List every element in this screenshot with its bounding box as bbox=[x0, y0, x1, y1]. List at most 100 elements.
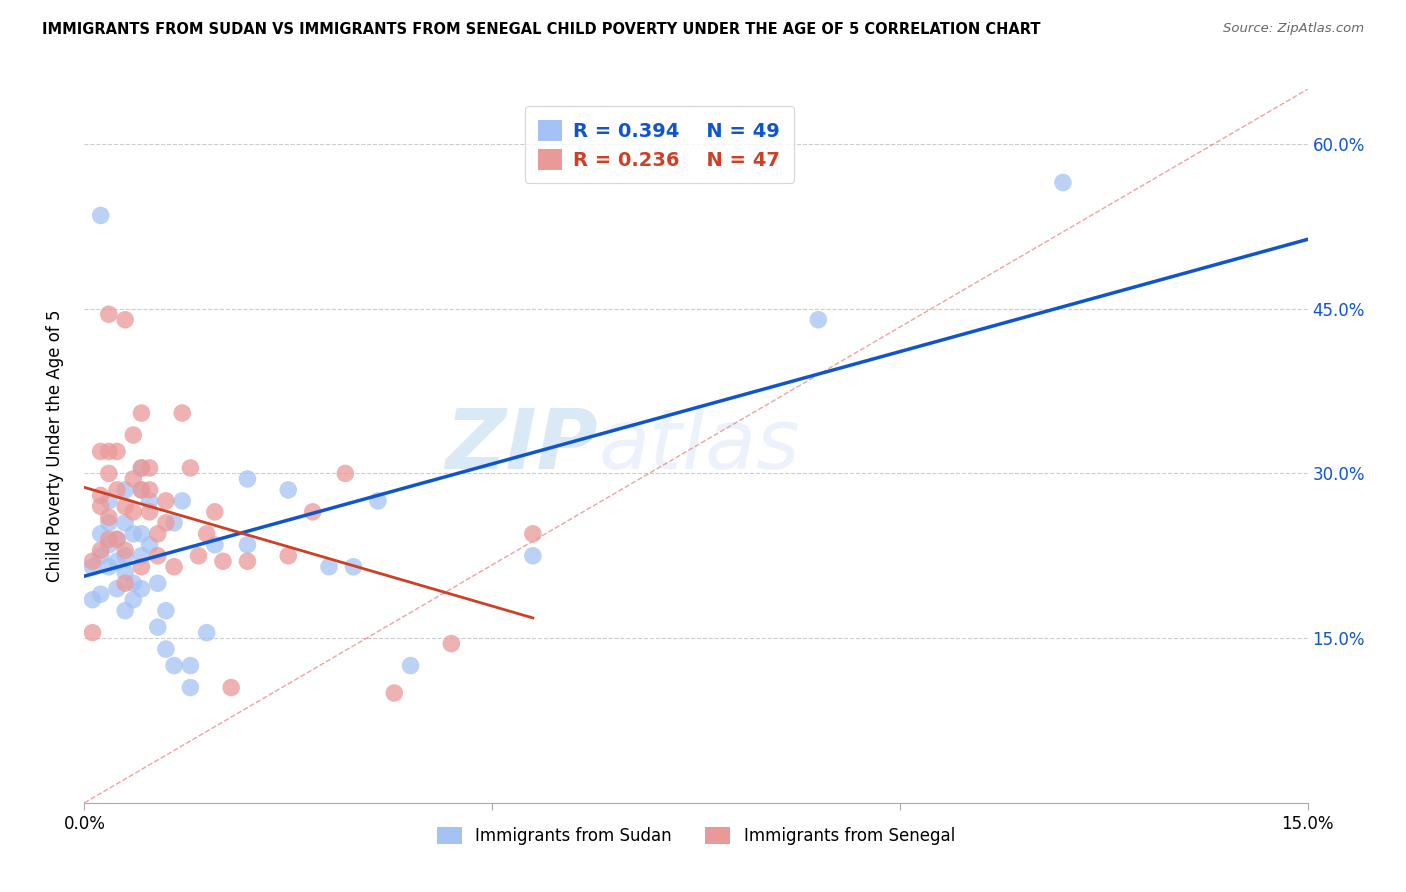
Point bbox=[219, 681, 242, 695]
Point bbox=[146, 576, 169, 591]
Point bbox=[179, 461, 201, 475]
Point bbox=[114, 604, 136, 618]
Point bbox=[146, 620, 169, 634]
Point bbox=[122, 526, 145, 541]
Point bbox=[204, 505, 226, 519]
Point bbox=[236, 472, 259, 486]
Point bbox=[90, 444, 112, 458]
Point bbox=[179, 681, 201, 695]
Point bbox=[82, 559, 104, 574]
Point bbox=[163, 516, 186, 530]
Point bbox=[367, 494, 389, 508]
Point bbox=[440, 637, 463, 651]
Point bbox=[204, 538, 226, 552]
Point bbox=[105, 444, 128, 458]
Point bbox=[807, 312, 830, 326]
Point bbox=[114, 549, 136, 563]
Point bbox=[122, 428, 145, 442]
Point bbox=[138, 483, 160, 497]
Point bbox=[131, 559, 153, 574]
Point bbox=[131, 483, 153, 497]
Point bbox=[90, 549, 112, 563]
Point bbox=[82, 554, 104, 568]
Point bbox=[163, 559, 186, 574]
Point bbox=[105, 554, 128, 568]
Point bbox=[131, 461, 153, 475]
Point bbox=[97, 444, 120, 458]
Point bbox=[90, 209, 112, 223]
Point bbox=[97, 516, 120, 530]
Point bbox=[277, 549, 299, 563]
Point bbox=[114, 576, 136, 591]
Point bbox=[90, 526, 112, 541]
Point bbox=[138, 461, 160, 475]
Point bbox=[122, 505, 145, 519]
Point bbox=[342, 559, 364, 574]
Point bbox=[155, 604, 177, 618]
Point bbox=[97, 538, 120, 552]
Point bbox=[179, 658, 201, 673]
Point bbox=[114, 543, 136, 558]
Point bbox=[138, 505, 160, 519]
Point bbox=[105, 533, 128, 547]
Point bbox=[82, 625, 104, 640]
Point bbox=[114, 516, 136, 530]
Point bbox=[122, 472, 145, 486]
Legend: Immigrants from Sudan, Immigrants from Senegal: Immigrants from Sudan, Immigrants from S… bbox=[430, 820, 962, 852]
Point bbox=[122, 576, 145, 591]
Point bbox=[97, 467, 120, 481]
Point bbox=[236, 538, 259, 552]
Point bbox=[138, 538, 160, 552]
Point bbox=[114, 483, 136, 497]
Point bbox=[522, 549, 544, 563]
Point bbox=[212, 554, 235, 568]
Point bbox=[155, 642, 177, 657]
Point bbox=[187, 549, 209, 563]
Point bbox=[131, 582, 153, 596]
Point bbox=[114, 312, 136, 326]
Point bbox=[522, 526, 544, 541]
Point bbox=[277, 483, 299, 497]
Point bbox=[172, 494, 194, 508]
Point bbox=[155, 494, 177, 508]
Point bbox=[90, 587, 112, 601]
Point bbox=[105, 483, 128, 497]
Point bbox=[82, 592, 104, 607]
Point bbox=[90, 500, 112, 514]
Point bbox=[131, 483, 153, 497]
Point bbox=[1052, 176, 1074, 190]
Point bbox=[195, 625, 218, 640]
Point bbox=[399, 658, 422, 673]
Point bbox=[236, 554, 259, 568]
Text: Source: ZipAtlas.com: Source: ZipAtlas.com bbox=[1223, 22, 1364, 36]
Point bbox=[114, 500, 136, 514]
Point bbox=[131, 461, 153, 475]
Point bbox=[122, 592, 145, 607]
Point bbox=[138, 494, 160, 508]
Point bbox=[97, 494, 120, 508]
Y-axis label: Child Poverty Under the Age of 5: Child Poverty Under the Age of 5 bbox=[45, 310, 63, 582]
Point bbox=[335, 467, 357, 481]
Text: IMMIGRANTS FROM SUDAN VS IMMIGRANTS FROM SENEGAL CHILD POVERTY UNDER THE AGE OF : IMMIGRANTS FROM SUDAN VS IMMIGRANTS FROM… bbox=[42, 22, 1040, 37]
Point bbox=[97, 510, 120, 524]
Point bbox=[114, 566, 136, 580]
Point bbox=[318, 559, 340, 574]
Point bbox=[195, 526, 218, 541]
Point bbox=[105, 533, 128, 547]
Point bbox=[301, 505, 323, 519]
Point bbox=[146, 526, 169, 541]
Point bbox=[382, 686, 405, 700]
Point bbox=[131, 406, 153, 420]
Point bbox=[163, 658, 186, 673]
Point bbox=[155, 516, 177, 530]
Point bbox=[146, 549, 169, 563]
Point bbox=[90, 488, 112, 502]
Point bbox=[97, 307, 120, 321]
Text: ZIP: ZIP bbox=[446, 406, 598, 486]
Point bbox=[172, 406, 194, 420]
Point bbox=[97, 559, 120, 574]
Point bbox=[97, 533, 120, 547]
Text: atlas: atlas bbox=[598, 406, 800, 486]
Point bbox=[90, 543, 112, 558]
Point bbox=[105, 582, 128, 596]
